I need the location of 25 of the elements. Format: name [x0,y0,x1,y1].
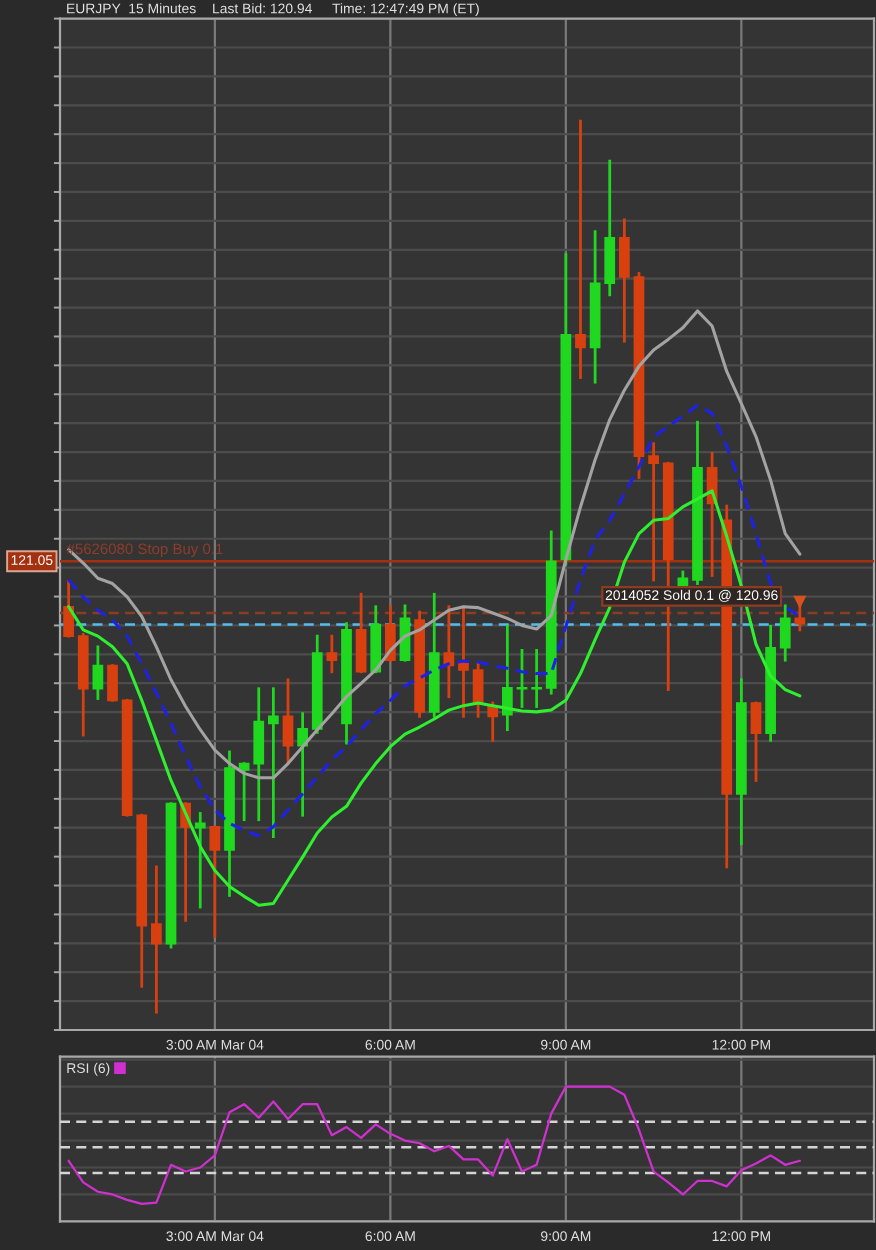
candlestick [92,645,104,700]
candlestick [326,634,338,674]
candlestick [516,649,528,708]
candlestick [750,701,762,782]
candlestick [487,701,499,742]
candlestick [501,624,513,732]
candlestick [648,442,659,582]
candlestick [107,664,118,702]
candlestick [268,687,279,839]
candlestick [458,605,469,718]
candlestick [282,678,294,765]
candlestick [151,865,162,1014]
candlestick [618,218,630,343]
candlestick [194,812,206,909]
candlestick [604,159,616,297]
candlestick [209,825,221,938]
candlestick [779,604,791,662]
candlestick [297,712,308,817]
candlestick [575,119,586,380]
candlestick [355,592,367,674]
candlestick [63,580,74,638]
candlestick [443,605,455,699]
candlestick [370,605,382,674]
candlestick [531,649,542,708]
candlestick [253,687,265,822]
